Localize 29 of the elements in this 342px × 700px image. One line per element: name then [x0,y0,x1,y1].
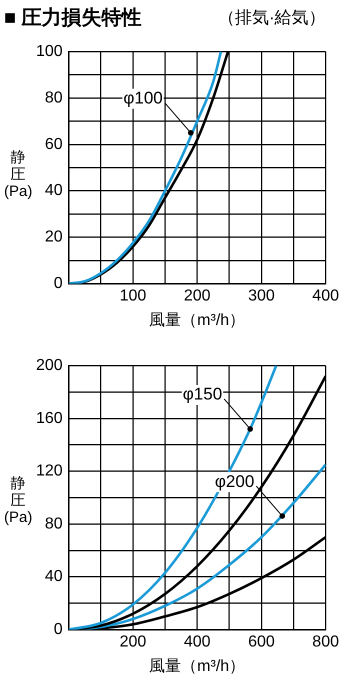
y-tick-label: 120 [36,462,63,480]
y-tick-label: 0 [54,275,63,292]
y-axis-title: 静圧(Pa) [4,149,32,200]
x-tick-label: 400 [184,634,211,651]
y-tick-label: 80 [44,89,63,106]
x-tick-label: 800 [312,634,340,651]
annotation: φ150 [182,384,222,404]
y-tick-label: 20 [44,228,63,246]
annotation: φ100 [123,88,163,108]
y-tick-label: 0 [54,621,63,638]
y-axis-title: 静圧(Pa) [4,475,32,526]
annotation: φ200 [214,472,254,491]
y-tick-label: 40 [44,182,63,200]
x-tick-label: 100 [120,288,146,305]
x-axis-title: 風量（m³/h） [149,658,246,675]
x-tick-label: 400 [312,288,340,305]
chart-subtitle: （排気·給気） [218,7,326,29]
chart-title: ■ 圧力損失特性 [4,6,142,31]
x-tick-label: 200 [184,288,211,305]
y-tick-label: 40 [44,568,63,586]
x-tick-label: 600 [248,634,275,651]
y-tick-label: 200 [36,357,63,374]
y-tick-label: 100 [36,43,63,60]
x-axis-title: 風量（m³/h） [149,312,246,329]
y-tick-label: 160 [36,410,63,427]
x-tick-label: 200 [120,634,146,651]
y-tick-label: 60 [44,136,63,153]
x-tick-label: 300 [248,288,275,305]
y-tick-label: 80 [44,515,63,532]
